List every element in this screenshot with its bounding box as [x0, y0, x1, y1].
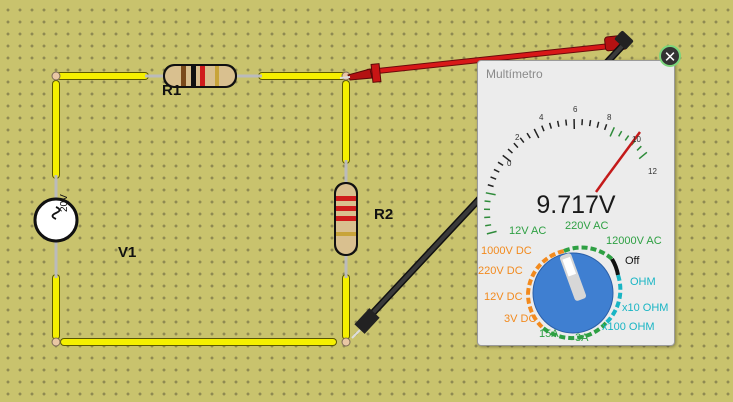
scale-tick-0: 0 — [507, 159, 512, 168]
gauge-tick — [487, 184, 494, 188]
dial-off[interactable]: Off — [625, 255, 640, 267]
dial-x100-ohm[interactable]: x100 OHM — [602, 321, 655, 333]
dial-220v-ac[interactable]: 220V AC — [565, 220, 609, 232]
dial-ohm[interactable]: OHM — [630, 276, 656, 288]
multimeter-reading: 9.717V — [536, 191, 616, 219]
scale-tick-12: 12 — [648, 167, 657, 176]
dial-12v-ac[interactable]: 12V AC — [509, 225, 547, 237]
gauge-tick — [596, 121, 600, 128]
gauge-tick — [541, 125, 545, 132]
gauge-tick — [533, 128, 540, 139]
dial-220v-dc[interactable]: 220V DC — [478, 265, 523, 277]
dial-3v-dc[interactable]: 3V DC — [504, 313, 537, 325]
gauge-tick — [502, 154, 512, 163]
v1-label: V1 — [118, 244, 137, 261]
gauge-tick — [486, 230, 497, 235]
gauge-tick — [497, 161, 504, 167]
gauge-tick — [490, 176, 497, 180]
dial-15a[interactable]: 15A — [539, 328, 559, 340]
gauge-tick — [493, 168, 500, 173]
analog-gauge — [484, 119, 648, 341]
gauge-tick — [485, 224, 492, 227]
dial-1000v-dc[interactable]: 1000V DC — [481, 245, 532, 257]
gauge-tick — [624, 135, 630, 141]
gauge-tick — [519, 137, 525, 144]
dial-x10-ohm[interactable]: x10 OHM — [622, 302, 669, 314]
scale-tick-6: 6 — [573, 105, 578, 114]
gauge-tick — [603, 123, 608, 131]
gauge-tick — [556, 120, 560, 127]
gauge-tick — [588, 120, 592, 127]
sine-wave-icon — [51, 206, 61, 220]
close-icon[interactable]: ✕ — [659, 45, 681, 67]
r1-label: R1 — [162, 82, 182, 99]
gauge-tick — [484, 200, 491, 203]
r2-label: R2 — [374, 206, 394, 223]
dial-12000v-ac[interactable]: 12000V AC — [606, 235, 662, 247]
gauge-tick — [609, 127, 615, 137]
gauge-tick — [636, 145, 642, 151]
multimeter-title: Multímetro — [486, 67, 543, 81]
gauge-tick — [548, 122, 553, 129]
gauge-tick — [507, 148, 513, 154]
scale-tick-4: 4 — [539, 113, 544, 122]
source-value: 20V — [59, 194, 70, 212]
multimeter-panel[interactable]: Multímetro 9.717V 0 — [477, 60, 675, 346]
gauge-tick — [565, 119, 568, 126]
resistor-r1[interactable] — [145, 64, 262, 88]
scale-tick-8: 8 — [607, 113, 612, 122]
dial-12v-dc[interactable]: 12V DC — [484, 291, 523, 303]
gauge-tick — [485, 192, 496, 196]
dial-3a[interactable]: 3A — [575, 332, 589, 344]
red-probe[interactable] — [339, 34, 628, 83]
scale-tick-2: 2 — [515, 133, 520, 142]
resistor-r2[interactable] — [334, 160, 358, 278]
gauge-tick — [618, 130, 623, 137]
gauge-needle — [604, 131, 642, 179]
scale-tick-10: 10 — [632, 135, 641, 144]
gauge-tick — [526, 132, 531, 139]
ac-source-v1[interactable] — [33, 175, 79, 278]
gauge-tick — [638, 151, 648, 160]
knob-pointer — [559, 253, 587, 301]
gauge-tick — [513, 142, 519, 149]
